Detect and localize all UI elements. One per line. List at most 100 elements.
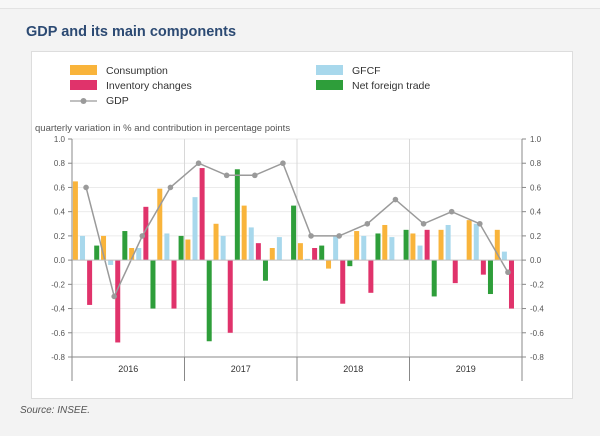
bar-inventory [424, 229, 430, 261]
bar-gfcf [333, 235, 339, 261]
bar-trade [291, 205, 297, 261]
bar-consumption [241, 205, 247, 261]
legend-label-gfcf: GFCF [352, 65, 381, 77]
bar-consumption [297, 243, 303, 261]
bar-trade [319, 245, 325, 261]
bar-inventory [87, 260, 93, 305]
bar-consumption [494, 229, 500, 261]
bar-inventory [312, 248, 318, 261]
bar-consumption [326, 260, 332, 269]
y-tick-label-left: -0.6 [51, 329, 65, 338]
bar-inventory [480, 260, 486, 275]
bar-consumption [185, 239, 191, 261]
bar-gfcf [80, 235, 86, 261]
y-tick-label-right: 0.8 [530, 159, 542, 168]
y-tick-label-right: 0.4 [530, 208, 542, 217]
bar-consumption [157, 188, 163, 261]
gdp-point [364, 220, 371, 227]
gdp-point [223, 172, 230, 179]
legend-label-consumption: Consumption [106, 65, 168, 77]
bar-trade [150, 260, 156, 309]
bar-gfcf [276, 237, 282, 261]
legend-swatch-consumption [70, 65, 97, 75]
bar-trade [403, 229, 409, 261]
gdp-point [280, 160, 286, 167]
y-tick-label-left: 0.0 [54, 256, 66, 265]
bar-gfcf [108, 260, 114, 265]
bar-consumption [129, 248, 135, 261]
bar-gfcf [417, 245, 423, 261]
gdp-point [195, 160, 202, 167]
bar-inventory [508, 260, 514, 309]
y-tick-label-left: -0.8 [51, 353, 65, 362]
bar-consumption [213, 223, 219, 261]
top-border [0, 0, 600, 9]
gdp-point [420, 220, 427, 227]
gdp-point [336, 233, 342, 239]
y-tick-label-left: 0.6 [54, 183, 66, 192]
bar-consumption [72, 181, 78, 261]
bar-trade [487, 260, 493, 295]
bar-inventory [340, 260, 346, 304]
axes: -0.8 -0.8 -0.6 -0.6 -0.4 -0.4 -0.2 -0.2 0.0 0.0 0.… [51, 135, 544, 381]
bar-gfcf [305, 258, 311, 261]
bar-consumption [382, 224, 388, 261]
chart-svg: Consumption Inventory changes GDP GFCF N… [35, 65, 544, 381]
bar-gfcf [192, 197, 198, 261]
gdp-point [448, 208, 455, 215]
bar-trade [262, 260, 268, 281]
bar-gfcf [248, 227, 254, 261]
bar-consumption [410, 233, 416, 261]
bar-consumption [269, 248, 275, 261]
y-axis-label: quarterly variation in % and contributio… [35, 123, 290, 134]
bar-trade [347, 260, 353, 267]
bar-consumption [354, 231, 360, 261]
bar-consumption [101, 235, 107, 261]
bar-gfcf [473, 223, 479, 261]
y-tick-label-left: 0.8 [54, 159, 66, 168]
x-tick-label-year: 2018 [343, 364, 363, 374]
bar-trade [206, 260, 212, 342]
gdp-line [85, 162, 509, 299]
bar-inventory [255, 243, 261, 261]
y-tick-label-left: 0.2 [54, 232, 66, 241]
y-tick-label-right: 0.0 [530, 256, 542, 265]
gdp-point [477, 220, 483, 227]
bars [72, 168, 514, 343]
gdp-point [252, 172, 258, 179]
bar-inventory [199, 168, 205, 261]
bar-trade [431, 260, 437, 297]
bar-gfcf [361, 235, 367, 261]
bar-trade [122, 231, 128, 261]
legend-swatch-inventory [70, 80, 97, 90]
gdp-point [167, 184, 174, 191]
gdp-point [83, 184, 89, 191]
bar-consumption [438, 229, 444, 261]
x-tick-label-year: 2016 [118, 364, 138, 374]
bar-inventory [368, 260, 374, 293]
y-tick-label-left: 1.0 [54, 135, 66, 144]
y-tick-label-right: -0.2 [530, 280, 544, 289]
bar-gfcf [220, 235, 226, 261]
legend-swatch-gfcf [316, 65, 343, 75]
source-note: Source: INSEE. [20, 405, 91, 416]
bar-gfcf [136, 248, 142, 261]
legend-label-inventory: Inventory changes [106, 80, 192, 92]
page-title: GDP and its main components [26, 24, 237, 40]
bar-inventory [143, 206, 149, 261]
bar-trade [94, 245, 100, 261]
chart-panel: Consumption Inventory changes GDP GFCF N… [31, 51, 573, 399]
y-tick-label-right: 0.2 [530, 232, 542, 241]
gdp-point [505, 269, 511, 276]
bar-inventory [227, 260, 233, 333]
gdp-point [308, 233, 314, 239]
y-tick-label-right: 1.0 [530, 135, 542, 144]
legend-marker-gdp [80, 98, 87, 104]
bar-gfcf [445, 224, 451, 261]
y-tick-label-left: 0.4 [54, 208, 66, 217]
y-tick-label-left: -0.4 [51, 305, 65, 314]
x-tick-label-year: 2017 [231, 364, 251, 374]
bar-inventory [452, 260, 458, 284]
bar-trade [234, 169, 240, 261]
gdp-series [83, 160, 511, 300]
